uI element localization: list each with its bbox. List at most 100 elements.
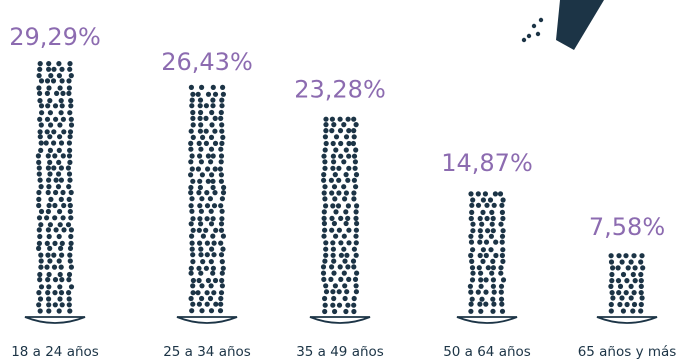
salt-dot — [197, 216, 203, 222]
salt-dot — [353, 147, 359, 153]
salt-dot — [44, 240, 50, 246]
salt-dot — [526, 33, 532, 39]
salt-dot — [623, 290, 629, 296]
salt-dot — [44, 78, 51, 84]
salt-dot — [490, 296, 496, 302]
salt-dot — [205, 178, 211, 184]
salt-dot — [55, 184, 62, 190]
salt-dot — [189, 240, 195, 246]
salt-dot — [498, 296, 505, 302]
salt-dot — [341, 184, 347, 190]
salt-dot — [499, 301, 505, 307]
salt-dot — [36, 202, 42, 209]
salt-dot — [322, 295, 328, 302]
salt-dot — [323, 240, 329, 246]
salt-dot — [219, 103, 225, 109]
salt-dot — [329, 128, 335, 134]
salt-dot — [483, 239, 490, 245]
salt-dot — [500, 215, 506, 222]
salt-dot — [218, 301, 224, 307]
salt-dot — [38, 184, 44, 190]
salt-dot — [38, 264, 44, 270]
salt-dot — [343, 134, 350, 140]
salt-dot — [478, 270, 484, 276]
salt-dot — [219, 140, 225, 146]
salt-dot — [189, 153, 195, 159]
salt-dot — [220, 190, 227, 196]
category-labels-group: 18 a 24 años 25 a 34 años 35 a 49 años 50 a… — [11, 344, 676, 360]
salt-dot — [68, 98, 74, 104]
salt-dot — [478, 283, 484, 289]
salt-dot — [488, 233, 494, 239]
salt-dot — [37, 98, 43, 104]
salt-dot — [322, 165, 328, 171]
salt-dot — [199, 295, 205, 302]
salt-dot — [620, 271, 627, 278]
salt-dot — [322, 147, 328, 153]
salt-dot — [189, 196, 195, 202]
salt-dot — [67, 202, 73, 209]
salt-dot — [321, 220, 327, 227]
salt-dot — [68, 122, 75, 128]
salt-dot — [336, 165, 342, 171]
salt-dot — [68, 189, 74, 196]
salt-dot — [331, 295, 337, 302]
salt-dot — [204, 290, 210, 296]
salt-dot — [351, 190, 357, 196]
salt-dot — [207, 295, 214, 302]
salt-dot — [52, 277, 59, 283]
salt-dot — [210, 265, 216, 271]
salt-dot — [46, 233, 52, 240]
value-label: 14,87% — [441, 149, 533, 177]
salt-dot — [632, 265, 638, 271]
salt-dot — [67, 159, 73, 165]
salt-dot — [638, 283, 644, 289]
salt-dot — [323, 283, 329, 289]
salt-dot — [46, 271, 52, 278]
salt-dot — [190, 283, 196, 289]
salt-dot — [630, 271, 636, 278]
salt-dot — [218, 146, 224, 152]
salt-dot — [490, 277, 496, 283]
salt-dot — [489, 221, 495, 227]
salt-dot — [198, 270, 204, 276]
salt-dot — [195, 166, 201, 172]
salt-dot — [616, 253, 622, 259]
salt-dot — [480, 197, 486, 203]
salt-dot — [331, 258, 337, 264]
salt-dot — [218, 227, 225, 233]
salt-dot — [344, 289, 350, 295]
salt-dot — [322, 159, 328, 165]
salt-dot — [331, 220, 337, 227]
salt-dot — [468, 308, 474, 314]
salt-dot — [218, 252, 225, 258]
salt-dot — [323, 122, 329, 128]
salt-dot — [624, 278, 630, 284]
salt-dot — [196, 190, 202, 196]
salt-dot — [329, 190, 335, 196]
salt-dot — [219, 270, 225, 276]
salt-dot — [199, 196, 205, 202]
salt-dot — [189, 233, 195, 239]
salt-dot — [336, 289, 342, 295]
salt-dot — [499, 233, 506, 239]
salt-dot — [638, 278, 644, 284]
salt-dot — [469, 277, 476, 283]
salt-dot — [61, 129, 67, 135]
salt-dot — [640, 265, 646, 271]
salt-dot — [199, 84, 205, 90]
salt-dot — [46, 202, 52, 209]
salt-dot — [353, 283, 359, 289]
salt-dot — [190, 109, 196, 116]
salt-dot — [468, 191, 474, 197]
salt-dot — [477, 215, 483, 222]
salt-dot — [219, 122, 225, 128]
salt-dot — [190, 290, 196, 296]
salt-dot — [61, 227, 67, 233]
salt-dot — [67, 308, 73, 314]
plate — [456, 316, 518, 324]
salt-dot — [56, 73, 63, 79]
salt-dot — [205, 153, 211, 159]
salt-dot — [480, 209, 486, 215]
salt-dot — [630, 308, 636, 314]
